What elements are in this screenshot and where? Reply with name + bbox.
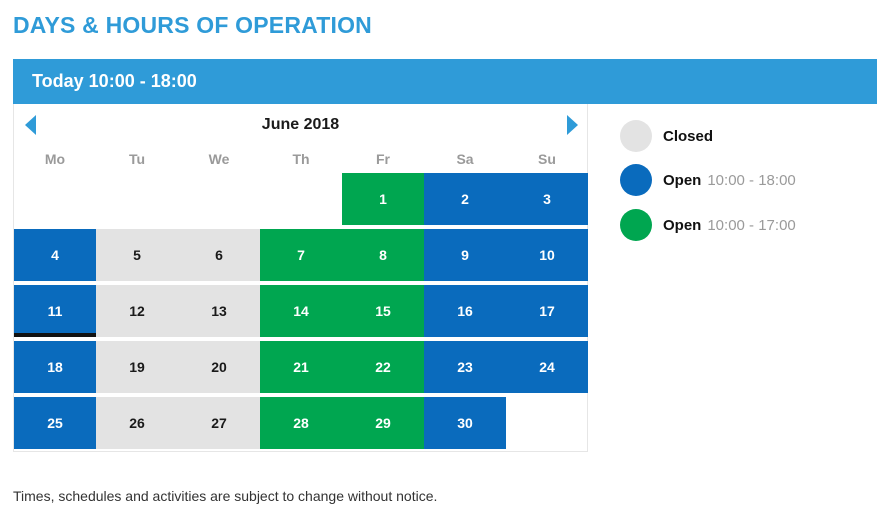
calendar-day[interactable]: 21 — [260, 341, 342, 393]
calendar-day[interactable]: 6 — [178, 229, 260, 281]
today-hours-bar: Today 10:00 - 18:00 — [13, 59, 877, 104]
calendar-day[interactable]: 14 — [260, 285, 342, 337]
previous-month-icon[interactable] — [25, 115, 36, 135]
weekday-mo: Mo — [44, 151, 66, 167]
calendar-day[interactable]: 15 — [342, 285, 424, 337]
calendar-day[interactable]: 11 — [14, 285, 96, 337]
page-title: DAYS & HOURS OF OPERATION — [13, 12, 372, 38]
calendar-day[interactable]: 8 — [342, 229, 424, 281]
calendar-day[interactable]: 20 — [178, 341, 260, 393]
weekday-fr: Fr — [376, 151, 390, 167]
calendar-day[interactable]: 12 — [96, 285, 178, 337]
weekday-tu: Tu — [128, 151, 146, 167]
disclaimer-text: Times, schedules and activities are subj… — [13, 488, 438, 504]
calendar-day[interactable]: 2 — [424, 173, 506, 225]
weekday-th: Th — [292, 151, 310, 167]
next-month-icon[interactable] — [567, 115, 578, 135]
calendar-day[interactable]: 3 — [506, 173, 588, 225]
calendar: June 2018 Mo Tu We Th Fr Sa Su 1 2 3 4 5 6 7 8 9 10 11 12… — [13, 104, 588, 452]
calendar-day[interactable]: 4 — [14, 229, 96, 281]
calendar-day[interactable]: 10 — [506, 229, 588, 281]
weekday-su: Su — [538, 151, 556, 167]
calendar-day[interactable]: 22 — [342, 341, 424, 393]
calendar-day[interactable]: 26 — [96, 397, 178, 449]
calendar-day[interactable]: 13 — [178, 285, 260, 337]
weekday-we: We — [208, 151, 230, 167]
calendar-day[interactable]: 27 — [178, 397, 260, 449]
calendar-day[interactable]: 28 — [260, 397, 342, 449]
calendar-day[interactable]: 9 — [424, 229, 506, 281]
calendar-day[interactable]: 18 — [14, 341, 96, 393]
legend-open-long-hours: 10:00 - 18:00 — [707, 172, 796, 189]
calendar-day[interactable]: 17 — [506, 285, 588, 337]
open-long-status-icon — [620, 164, 652, 196]
calendar-day[interactable]: 16 — [424, 285, 506, 337]
open-short-status-icon — [620, 209, 652, 241]
calendar-day[interactable]: 5 — [96, 229, 178, 281]
calendar-day[interactable]: 23 — [424, 341, 506, 393]
calendar-day[interactable]: 30 — [424, 397, 506, 449]
calendar-day[interactable]: 7 — [260, 229, 342, 281]
month-label: June 2018 — [261, 116, 340, 133]
legend-open-short-hours: 10:00 - 17:00 — [707, 217, 796, 234]
calendar-day[interactable]: 25 — [14, 397, 96, 449]
calendar-day[interactable]: 29 — [342, 397, 424, 449]
calendar-day[interactable]: 19 — [96, 341, 178, 393]
calendar-day[interactable]: 1 — [342, 173, 424, 225]
weekday-sa: Sa — [456, 151, 474, 167]
calendar-day[interactable]: 24 — [506, 341, 588, 393]
legend-open-short-label: Open — [663, 217, 702, 234]
closed-status-icon — [620, 120, 652, 152]
legend-closed-label: Closed — [663, 128, 714, 145]
legend-open-long-label: Open — [663, 172, 702, 189]
